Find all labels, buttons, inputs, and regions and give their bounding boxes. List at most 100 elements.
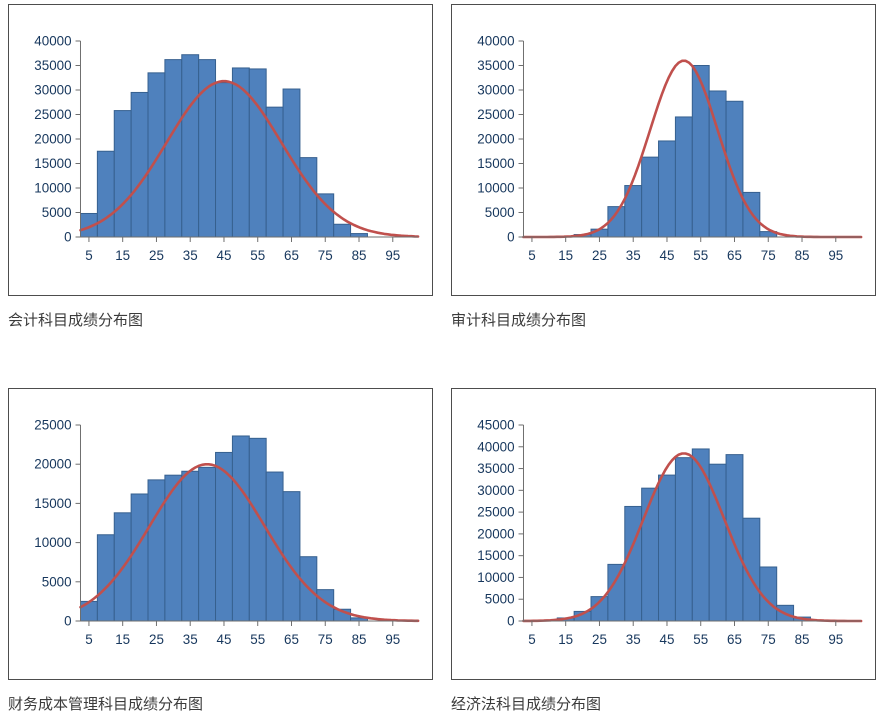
- histogram-bar: [725, 454, 744, 622]
- y-axis-tick-label: 25000: [34, 417, 71, 432]
- chart-box: 0 5000 10000 15000 20000 25000 30000 35000 40000…: [8, 4, 433, 296]
- x-axis-tick-label: 95: [828, 632, 843, 647]
- x-axis-tick-label: 45: [660, 632, 675, 647]
- y-axis-tick-label: 25000: [477, 107, 514, 122]
- chart-panel-audit: 0 5000 10000 15000 20000 25000 30000 35000 40000…: [451, 4, 876, 330]
- histogram-bar: [181, 54, 200, 238]
- y-axis-tick-label: 15000: [477, 156, 514, 171]
- x-axis-tick-label: 85: [795, 632, 810, 647]
- chart-box: 0 5000 10000 15000 20000 25000 30000 35000 40000…: [451, 4, 876, 296]
- y-axis-tick-label: 10000: [34, 535, 71, 550]
- histogram-bar: [691, 448, 710, 622]
- histogram-bar: [299, 157, 318, 238]
- normal-curve: [79, 463, 420, 623]
- x-axis-tick-label: 75: [318, 632, 333, 647]
- histogram-bar: [130, 493, 149, 622]
- histogram-bar: [674, 116, 693, 238]
- histogram-bar: [96, 150, 115, 238]
- x-axis-tick-label: 5: [528, 248, 535, 263]
- x-axis-tick-label: 55: [250, 632, 265, 647]
- histogram-bar: [215, 82, 233, 238]
- x-axis-tick-label: 15: [115, 632, 130, 647]
- y-axis-tick-label: 5000: [485, 205, 515, 220]
- x-axis-tick-label: 95: [385, 632, 400, 647]
- y-axis-tick-label: 40000: [34, 33, 71, 48]
- economic-law-score-histogram: 0 5000 10000 15000 20000 25000 30000 35000 40000…: [477, 417, 863, 647]
- x-axis-tick-label: 35: [183, 248, 198, 263]
- histogram-bar: [231, 435, 250, 622]
- histogram-bar: [248, 68, 267, 238]
- x-axis-tick-label: 35: [626, 248, 641, 263]
- histogram-bar: [607, 563, 626, 622]
- y-axis-tick-label: 15000: [34, 156, 71, 171]
- x-axis-tick-label: 65: [727, 632, 742, 647]
- x-axis-tick-label: 75: [318, 248, 333, 263]
- x-axis-tick-label: 15: [558, 248, 573, 263]
- x-axis-tick-label: 25: [592, 632, 607, 647]
- normal-curve: [522, 452, 863, 623]
- x-axis-tick-label: 95: [385, 248, 400, 263]
- histogram-bar: [96, 534, 115, 622]
- histogram-bar: [282, 491, 301, 622]
- histogram-bar: [181, 470, 200, 622]
- histogram-bar: [282, 88, 301, 238]
- histogram-bar: [79, 600, 98, 622]
- y-axis-tick-label: 20000: [477, 131, 514, 146]
- x-axis-tick-label: 35: [183, 632, 198, 647]
- y-axis-tick-label: 25000: [477, 505, 514, 520]
- y-axis-tick-label: 20000: [34, 131, 71, 146]
- histogram-bar: [130, 91, 149, 238]
- x-axis-tick-label: 95: [828, 248, 843, 263]
- audit-score-histogram: 0 5000 10000 15000 20000 25000 30000 35000 40000…: [477, 33, 863, 263]
- x-axis-tick-label: 5: [528, 632, 535, 647]
- x-axis-tick-label: 65: [284, 248, 299, 263]
- histogram-bar: [333, 223, 352, 238]
- x-axis-tick-label: 35: [626, 632, 641, 647]
- chart-box: 0 5000 10000 15000 20000 25000 5 15 25 35 45 55 65 75…: [8, 388, 433, 680]
- x-axis-tick-label: 85: [352, 248, 367, 263]
- y-axis-tick-label: 10000: [34, 180, 71, 195]
- histogram-bar: [147, 479, 166, 622]
- y-axis-tick-label: 15000: [477, 548, 514, 563]
- histogram-bar: [198, 466, 217, 622]
- y-axis-tick-label: 10000: [477, 570, 514, 585]
- x-axis-tick-label: 15: [115, 248, 130, 263]
- x-axis-tick-label: 45: [217, 632, 232, 647]
- histogram-bar: [147, 72, 166, 238]
- x-axis-tick-label: 55: [693, 248, 708, 263]
- histogram-bar: [674, 457, 693, 622]
- accounting-score-histogram: 0 5000 10000 15000 20000 25000 30000 35000 40000…: [34, 33, 420, 263]
- y-axis-tick-label: 30000: [477, 82, 514, 97]
- y-axis-tick-label: 25000: [34, 107, 71, 122]
- histogram-bar: [316, 193, 335, 238]
- x-axis-tick-label: 55: [250, 248, 265, 263]
- chart-panel-economic-law: 0 5000 10000 15000 20000 25000 30000 35000 40000…: [451, 388, 876, 714]
- histogram-bar: [658, 140, 676, 238]
- x-axis-tick-label: 25: [592, 248, 607, 263]
- x-axis-tick-label: 5: [85, 632, 92, 647]
- y-axis-tick-label: 10000: [477, 180, 514, 195]
- chart-title: 经济法科目成绩分布图: [451, 696, 602, 713]
- y-axis-tick-label: 30000: [34, 82, 71, 97]
- x-axis-tick-label: 65: [284, 632, 299, 647]
- x-axis-tick-label: 45: [217, 248, 232, 263]
- y-axis-tick-label: 35000: [477, 461, 514, 476]
- y-axis-tick-label: 0: [64, 613, 71, 628]
- histogram-bar: [624, 505, 643, 622]
- histogram-bar: [248, 437, 267, 622]
- x-axis-tick-label: 25: [149, 632, 164, 647]
- y-axis-tick-label: 15000: [34, 496, 71, 511]
- histogram-bar: [265, 471, 284, 622]
- histogram-bar: [725, 100, 744, 238]
- chart-panel-accounting: 0 5000 10000 15000 20000 25000 30000 35000 40000…: [8, 4, 433, 330]
- histogram-bar: [265, 106, 284, 238]
- histogram-bar: [658, 474, 676, 622]
- y-axis-tick-label: 35000: [34, 58, 71, 73]
- histogram-bar: [641, 487, 660, 622]
- chart-box: 0 5000 10000 15000 20000 25000 30000 35000 40000…: [451, 388, 876, 680]
- histogram-bar: [691, 65, 710, 238]
- x-axis-tick-label: 15: [558, 632, 573, 647]
- histogram-bar: [350, 233, 368, 238]
- normal-curve: [79, 79, 420, 238]
